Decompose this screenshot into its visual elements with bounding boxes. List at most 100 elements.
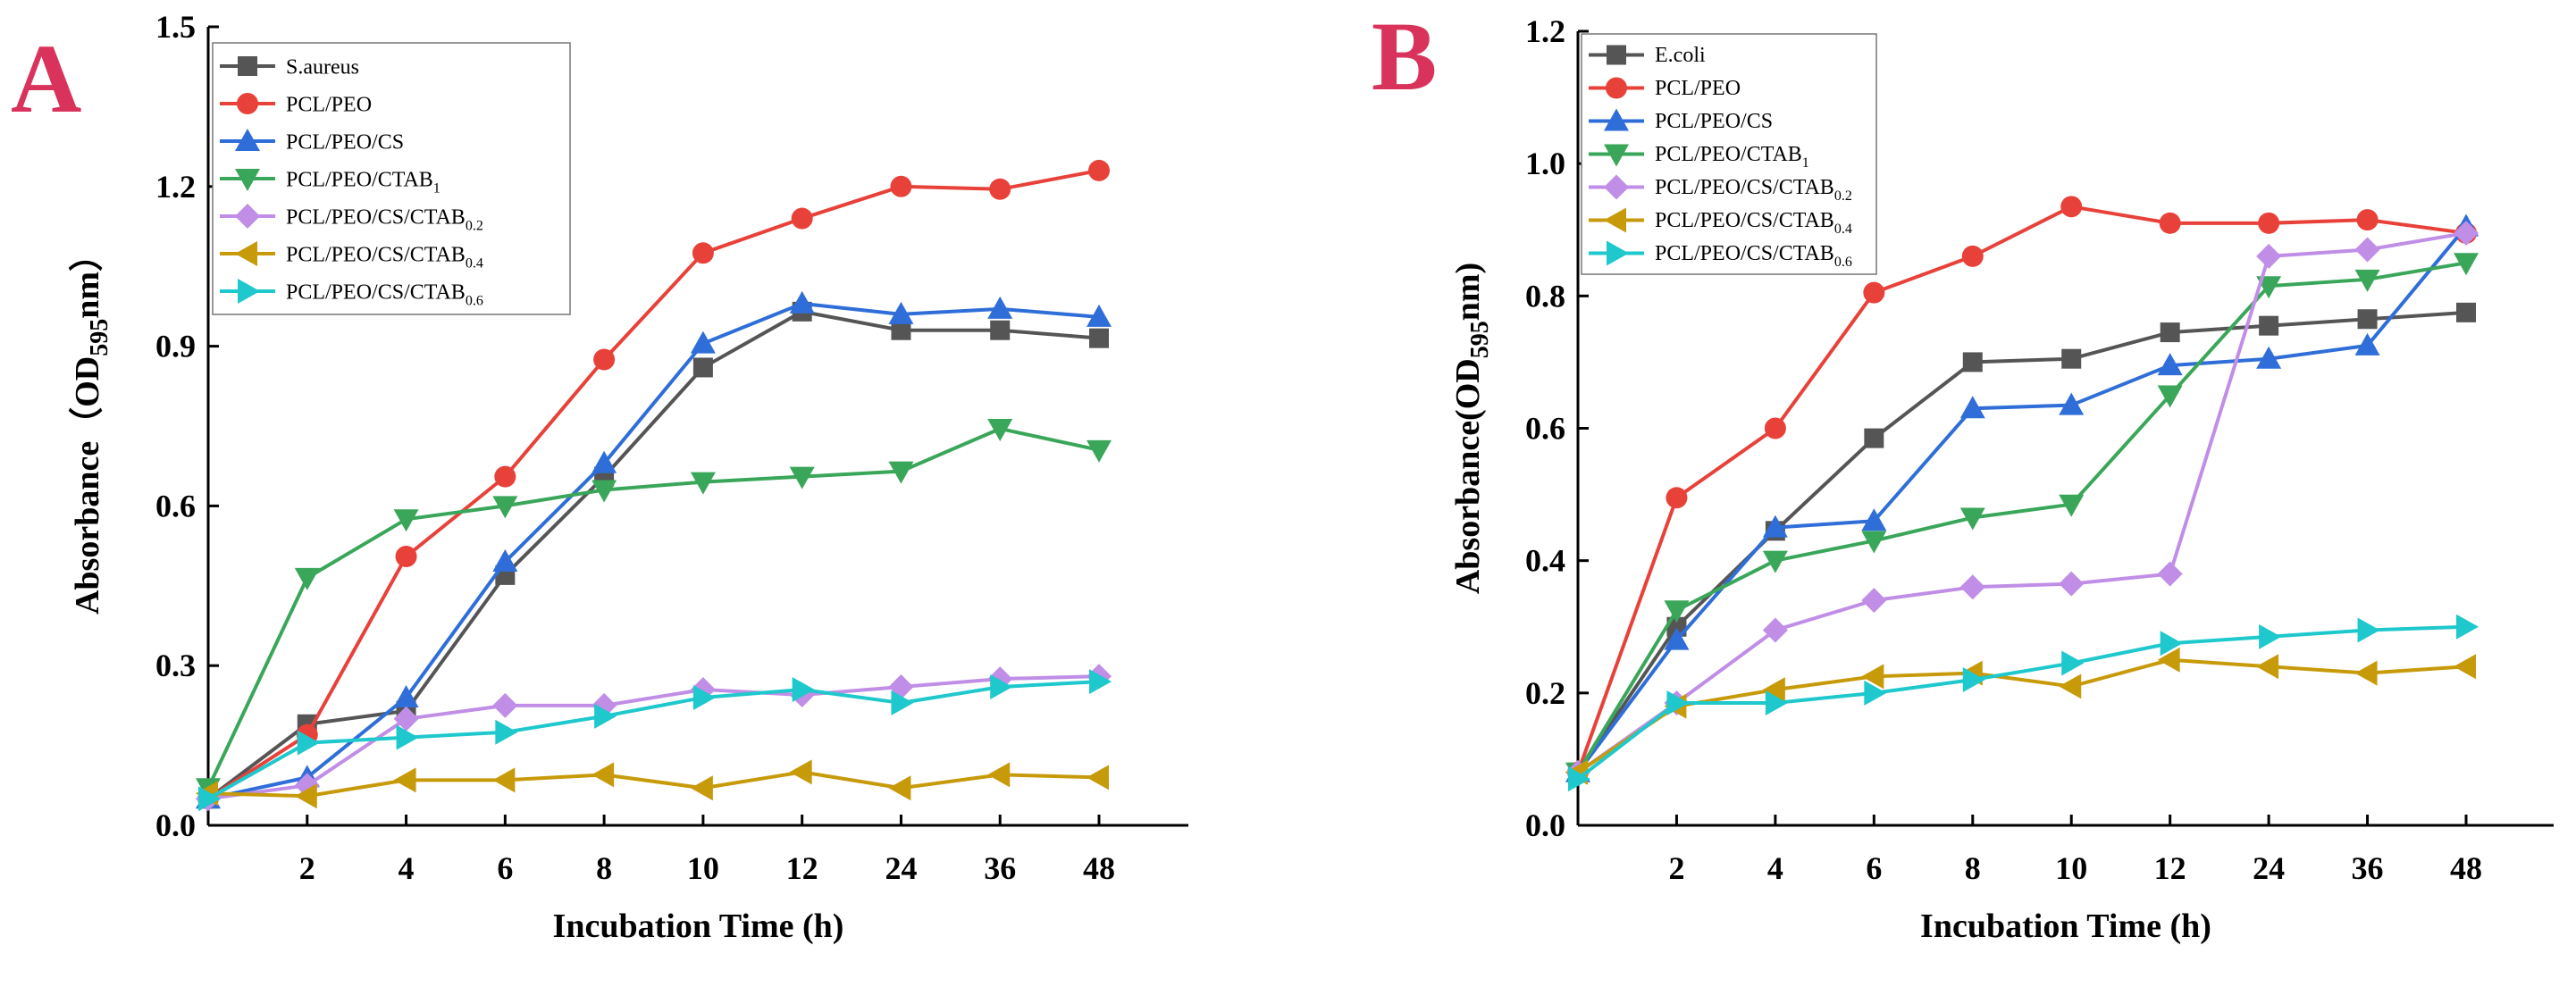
legend-marker [1604, 108, 1629, 131]
legend: E.coliPCL/PEOPCL/PEO/CSPCL/PEO/CTAB1PCL/… [1581, 33, 1877, 275]
data-point [692, 684, 716, 710]
series-line [206, 309, 1100, 800]
data-point [1087, 304, 1112, 327]
series-line [207, 674, 1100, 801]
x-tick-label: 2 [299, 850, 315, 886]
legend-entry-subscript: 1 [1802, 155, 1809, 171]
legend-entry-name: PCL/PEO/CTAB [1655, 143, 1802, 166]
data-point [690, 472, 716, 495]
x-tick-label: 36 [984, 850, 1016, 886]
x-tick-label: 24 [2253, 850, 2285, 886]
data-point [2454, 654, 2476, 680]
data-point [198, 786, 221, 812]
panel-a: A0.00.30.60.91.21.52 4 6 8 10 12 24 36 48Incubat… [11, 9, 1188, 945]
data-point [396, 724, 419, 750]
data-point [393, 767, 416, 793]
legend-marker [1604, 174, 1629, 200]
y-tick-label: 1.5 [155, 9, 196, 45]
x-tick-label: 10 [2055, 850, 2087, 886]
data-point [2160, 631, 2183, 657]
y-tick-label: 1.2 [1525, 13, 1565, 49]
y-tick-label: 0.3 [155, 648, 196, 683]
y-tick-label: 0.4 [1525, 543, 1565, 579]
y-axis-title-paren-open: (OD [1449, 358, 1487, 421]
series-line [1576, 261, 2467, 774]
data-point [1089, 669, 1112, 695]
data-point [1088, 159, 1110, 181]
data-point [495, 719, 518, 745]
legend-entry: PCL/PEO/CS/CTAB0.4 [1655, 209, 1852, 237]
panel-label: A [11, 24, 81, 133]
legend-entry-name: PCL/PEO/CS/CTAB [1655, 242, 1834, 265]
y-tick-label: 0.0 [1525, 807, 1565, 843]
data-point [1861, 664, 1884, 690]
x-axis-title: Incubation Time (h) [1920, 908, 2211, 945]
data-point [1762, 514, 1788, 538]
legend-marker [1607, 240, 1629, 266]
series-line [1576, 624, 2467, 781]
data-point [1666, 487, 1688, 509]
legend-entry: PCL/PEO/CS/CTAB0.6 [1655, 242, 1852, 270]
data-point [2059, 494, 2085, 517]
series-line [1576, 657, 2467, 774]
data-point [990, 674, 1013, 700]
y-tick-label: 0.6 [155, 488, 196, 523]
data-point [592, 480, 617, 503]
data-point [2456, 614, 2479, 640]
data-point [1762, 617, 1788, 643]
data-point [1087, 765, 1109, 790]
data-point [791, 207, 813, 230]
data-point [1762, 677, 1785, 703]
legend-marker [1604, 144, 1629, 167]
data-point [789, 759, 812, 785]
data-point [2357, 617, 2380, 643]
x-tick-label: 12 [2154, 850, 2186, 886]
legend-entry-subscript: 0.4 [1834, 222, 1852, 237]
y-tick-label: 0.9 [155, 329, 196, 364]
data-point [2454, 253, 2479, 276]
x-tick-label: 8 [1965, 850, 1981, 886]
legend-entry-name: PCL/PEO/CTAB [286, 169, 433, 192]
x-tick-label: 12 [786, 850, 818, 886]
series-line [207, 770, 1100, 799]
x-tick-label: 4 [1767, 850, 1783, 886]
data-point [395, 546, 417, 568]
y-axis-title: Absorbance(OD595nm) [1449, 263, 1494, 594]
series-line [207, 680, 1100, 800]
data-point [2059, 571, 2085, 597]
data-point [594, 703, 617, 729]
legend-marker [1607, 45, 1626, 65]
legend-marker [235, 241, 257, 266]
data-point [690, 775, 713, 801]
data-point [2061, 650, 2085, 676]
data-point [393, 684, 419, 707]
data-point [1762, 550, 1788, 573]
data-point [2357, 309, 2378, 330]
data-point [393, 509, 419, 532]
data-point [2059, 673, 2082, 699]
series-line [206, 426, 1100, 790]
data-point [1664, 600, 1690, 623]
data-point [1864, 680, 1887, 706]
data-point [1666, 616, 1687, 637]
data-point [1764, 417, 1786, 439]
legend-entry: PCL/PEO/CS [286, 131, 404, 155]
data-point [789, 290, 815, 314]
data-point [987, 296, 1013, 319]
series-5 [1565, 647, 2476, 785]
data-point [1765, 690, 1788, 715]
data-point [990, 320, 1011, 340]
legend-entry: PCL/PEO [1655, 77, 1741, 100]
legend-entry-name: PCL/PEO [1655, 77, 1741, 100]
y-axis-title-sub: 595 [1466, 321, 1494, 358]
data-point [1962, 352, 1983, 372]
legend-entry: PCL/PEO/CS/CTAB0.6 [286, 281, 483, 309]
x-tick-label: 10 [687, 850, 719, 886]
legend-entry-name: PCL/PEO/CS [1655, 110, 1773, 133]
legend-entry: E.coli [1655, 44, 1706, 67]
data-point [592, 450, 617, 473]
legend-entry-name: PCL/PEO/CS/CTAB [286, 281, 466, 305]
data-point [492, 767, 516, 793]
legend-entry: PCL/PEO/CTAB1 [1655, 143, 1809, 171]
